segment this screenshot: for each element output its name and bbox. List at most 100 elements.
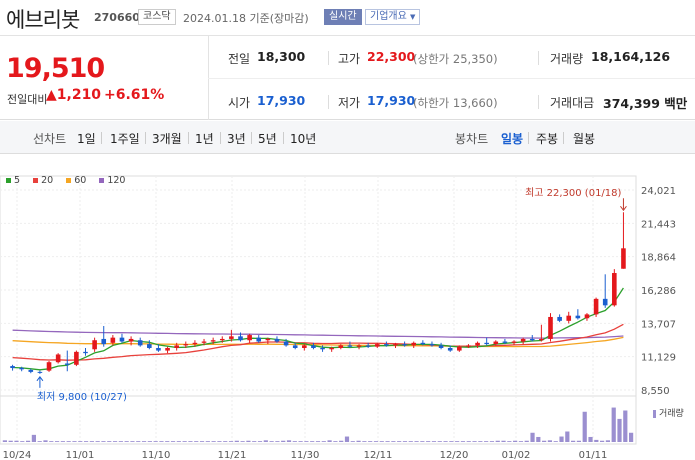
ma20-line (12, 323, 624, 361)
range-5y[interactable]: 5년 (258, 132, 277, 146)
candle-body (183, 344, 189, 346)
candle-body (320, 347, 325, 350)
volume-bar (466, 441, 471, 442)
legend-ma20: 20 (33, 175, 53, 186)
x-tick-label: 10/24 (3, 450, 32, 460)
candle-body (28, 369, 34, 372)
high-value: 22,300 (367, 49, 416, 64)
period-daily[interactable]: 일봉 (501, 132, 524, 146)
stock-code: 270660 (94, 11, 140, 24)
candle-body (256, 337, 262, 342)
candle-body (219, 338, 225, 341)
volume-bar (489, 441, 495, 442)
candle-body (83, 351, 88, 354)
candle-body (201, 341, 207, 343)
volume-bar (495, 440, 500, 442)
volume-bar (605, 440, 611, 442)
volume-bar (298, 441, 303, 442)
volume-bar (420, 441, 425, 442)
x-tick-label: 12/11 (364, 450, 393, 460)
candle-body (484, 342, 489, 345)
candle-body (229, 336, 234, 339)
volume-bar (507, 441, 512, 442)
volume-bar (83, 441, 89, 442)
range-3m[interactable]: 3개월 (152, 132, 182, 146)
candle-body (356, 345, 362, 347)
divider (208, 78, 695, 79)
candle-body (593, 298, 599, 315)
change-label: 전일대비 (7, 93, 48, 106)
change-value: ▲1,210 (46, 87, 102, 103)
candle-body (575, 315, 581, 319)
candle-body (466, 345, 471, 347)
volume-bar (553, 441, 558, 442)
period-monthly[interactable]: 월봉 (573, 132, 596, 146)
candle-body (602, 298, 608, 306)
range-1w[interactable]: 1주일 (110, 132, 140, 146)
company-info-dropdown[interactable]: 기업개요 ▼ (365, 9, 421, 25)
volume-bar (443, 441, 448, 442)
candle-body (55, 354, 61, 363)
volume-bar (391, 441, 396, 442)
candle-body (274, 338, 280, 342)
candle-body (37, 371, 43, 373)
realtime-button[interactable]: 실시간 (324, 9, 362, 25)
line-chart-label: 선차트 (33, 132, 67, 146)
upper-limit: (상한가 25,350) (413, 52, 498, 66)
volume-bar (333, 441, 338, 442)
stock-chart[interactable]: 24,021 21,443 18,864 16,286 13,707 11,129 8,55… (0, 154, 695, 460)
volume-bar (518, 441, 524, 442)
candle-body (438, 345, 444, 348)
volume-bar (478, 441, 483, 442)
prev-close-value: 18,300 (257, 49, 306, 64)
x-tick-label: 11/21 (218, 450, 247, 460)
candle-body (529, 338, 535, 341)
candle-body (475, 342, 480, 346)
candle-body (92, 340, 97, 350)
volume-bar (2, 440, 7, 442)
range-1d[interactable]: 1일 (77, 132, 96, 146)
candle-body (311, 345, 316, 348)
volume-bar (281, 440, 286, 442)
plot-frame (0, 175, 637, 445)
candle-body (584, 314, 590, 319)
volume-bar (582, 411, 587, 442)
range-10y[interactable]: 10년 (290, 132, 317, 146)
volume-bar (536, 436, 541, 442)
legend-ma5: 5 (6, 175, 20, 186)
x-tick-label: 01/11 (579, 450, 608, 460)
high-annotation: 최고 22,300 (01/18) (525, 187, 621, 199)
candle-body (329, 347, 334, 350)
candle-body (119, 337, 125, 342)
period-weekly[interactable]: 주봉 (536, 132, 559, 146)
volume-bar (8, 440, 13, 442)
volume-bar (397, 441, 402, 442)
amount-value: 374,399 백만 (603, 96, 688, 111)
range-3y[interactable]: 3년 (227, 132, 246, 146)
candle-body (46, 362, 52, 371)
volume-bar (118, 441, 123, 442)
y-tick-label: 11,129 (641, 353, 676, 364)
candle-body (128, 338, 134, 342)
candle-body (238, 336, 243, 341)
range-1y[interactable]: 1년 (195, 132, 214, 146)
candle-body (283, 341, 289, 346)
x-tick-label: 11/30 (291, 450, 320, 460)
candle-body (493, 341, 499, 345)
volume-bar (211, 441, 216, 442)
y-tick-label: 18,864 (641, 253, 676, 264)
volume-bar (66, 441, 71, 442)
candle-body (384, 344, 389, 346)
volume-bar (194, 441, 199, 442)
candle-body (74, 351, 79, 365)
volume-bar (130, 441, 135, 442)
candle-body (101, 338, 107, 345)
chart-toolbar: 선차트 1일 1주일 3개월 1년 3년 5년 10년 봉차트 일봉 주봉 월봉 (0, 121, 695, 154)
volume-bar (460, 441, 466, 442)
volume-bar (49, 441, 54, 442)
volume-bar (344, 436, 350, 442)
volume-bar (373, 441, 379, 442)
volume-bar (223, 441, 228, 442)
candle-body (137, 340, 143, 346)
volume-bar (623, 410, 628, 442)
